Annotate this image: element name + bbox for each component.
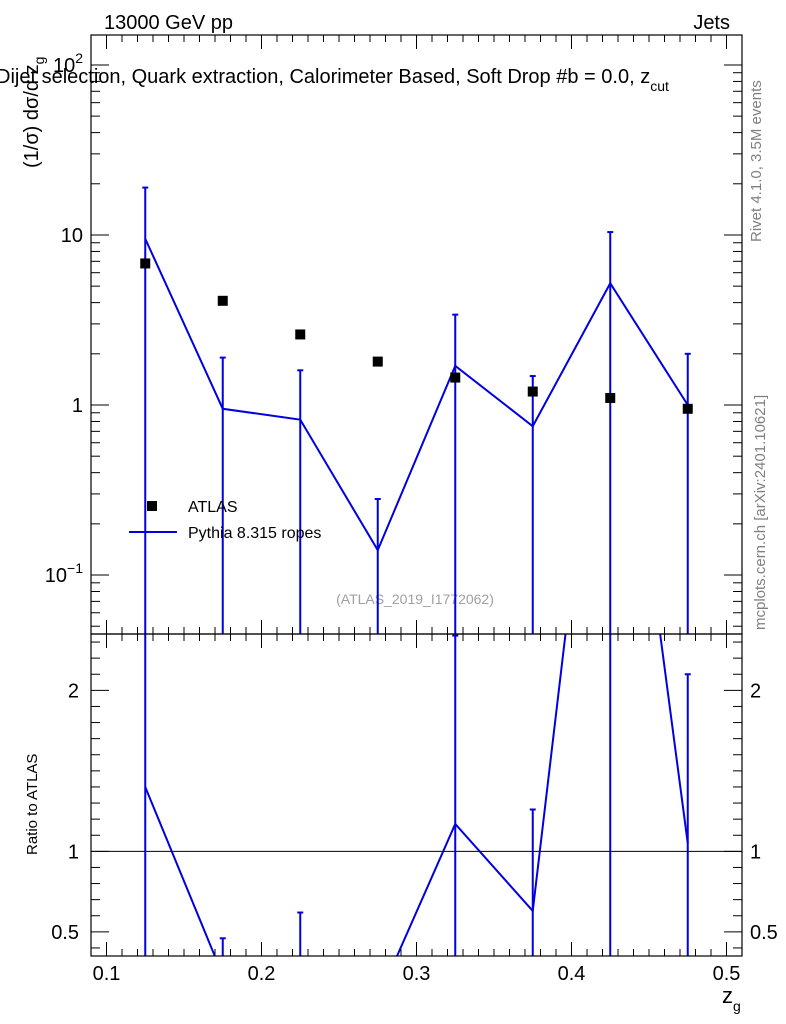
legend-mc-label: Pythia 8.315 ropes bbox=[188, 525, 321, 542]
main-ylabel: (1/σ) dσ/d zg bbox=[21, 57, 47, 168]
analysis-id: (ATLAS_2019_I1772062) bbox=[336, 591, 494, 607]
x-tick-label: 0.3 bbox=[403, 963, 431, 985]
legend-data-label: ATLAS bbox=[188, 499, 238, 516]
x-tick-label: 0.5 bbox=[713, 963, 741, 985]
atlas-data-point bbox=[295, 329, 306, 340]
ratio-plot-data bbox=[91, 634, 742, 956]
atlas-data-point bbox=[450, 372, 461, 383]
main-plot-data bbox=[140, 186, 693, 634]
main-ylabel-sub: g bbox=[31, 57, 47, 65]
y-tick-label-ratio-right: 1 bbox=[750, 841, 761, 863]
x-axis-label-sub: g bbox=[733, 998, 741, 1014]
selection-title: Dijet selection, Quark extraction, Calor… bbox=[0, 66, 669, 94]
y-tick-label-ratio-right: 0.5 bbox=[750, 922, 778, 944]
energy-label: 13000 GeV pp bbox=[104, 12, 233, 34]
y-tick-label-base: 10 bbox=[45, 565, 67, 587]
atlas-data-point bbox=[605, 392, 616, 403]
main-ylabel-text: (1/σ) dσ/d z bbox=[21, 64, 43, 168]
ratio-mc-line bbox=[144, 634, 689, 956]
y-tick-label-main: 1 bbox=[72, 395, 83, 417]
ratio-panel-frame bbox=[90, 633, 743, 957]
y-tick-label-exp: 2 bbox=[75, 50, 83, 66]
y-tick-label-main: 10 bbox=[61, 225, 83, 247]
y-tick-label-main: 10−1 bbox=[45, 560, 83, 587]
x-tick-label: 0.4 bbox=[558, 963, 586, 985]
y-tick-label-ratio: 2 bbox=[68, 680, 79, 702]
y-tick-label-ratio-right: 2 bbox=[750, 680, 761, 702]
y-tick-label-exp: −1 bbox=[67, 560, 83, 576]
atlas-data-point bbox=[140, 258, 151, 269]
main-axis-ticks bbox=[90, 35, 743, 634]
category-label: Jets bbox=[693, 12, 730, 34]
rivet-label: Rivet 4.1.0, 3.5M events bbox=[748, 80, 765, 242]
x-tick-label: 0.1 bbox=[93, 963, 121, 985]
atlas-data-point bbox=[217, 295, 228, 306]
mcplots-label: mcplots.cern.ch [arXiv:2401.10621] bbox=[752, 395, 769, 630]
selection-title-main: Dijet selection, Quark extraction, Calor… bbox=[0, 66, 650, 88]
y-tick-label-ratio: 1 bbox=[68, 841, 79, 863]
selection-title-sub: cut bbox=[650, 78, 669, 94]
mc-line bbox=[144, 238, 689, 553]
legend-data-marker bbox=[147, 501, 157, 511]
y-tick-label-base: 10 bbox=[53, 55, 75, 77]
y-tick-label-main: 102 bbox=[53, 50, 83, 77]
ratio-axis-ticks bbox=[90, 634, 743, 956]
y-tick-label-ratio: 0.5 bbox=[51, 922, 79, 944]
x-axis-label-text: z bbox=[722, 983, 733, 1008]
atlas-data-point bbox=[527, 386, 538, 397]
atlas-data-point bbox=[682, 403, 693, 414]
ratio-ylabel: Ratio to ATLAS bbox=[24, 754, 41, 855]
legend: ATLAS Pythia 8.315 ropes bbox=[129, 499, 321, 542]
x-axis-label: zg bbox=[722, 983, 741, 1014]
atlas-data-point bbox=[372, 356, 383, 367]
x-tick-label: 0.2 bbox=[248, 963, 276, 985]
